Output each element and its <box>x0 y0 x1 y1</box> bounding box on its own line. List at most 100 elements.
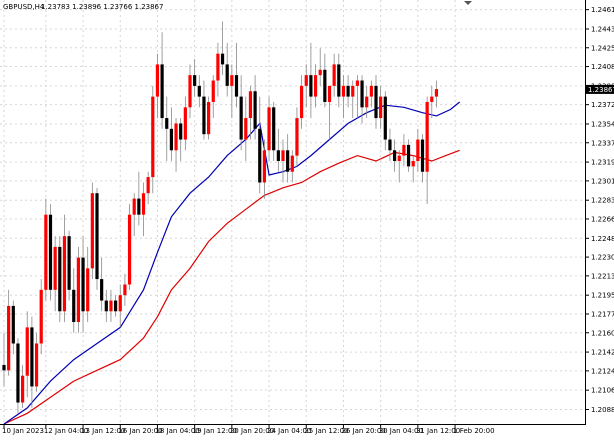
price-tick-label: 1.23370 <box>591 139 614 147</box>
price-tick-label: 1.21420 <box>591 349 614 357</box>
candle <box>16 338 20 414</box>
candle-body <box>109 300 113 312</box>
candle <box>369 80 373 108</box>
candle <box>81 236 85 333</box>
candle-body <box>48 214 53 290</box>
candle <box>327 85 332 140</box>
candle-body <box>234 75 239 97</box>
candle-body <box>434 89 439 97</box>
candle-body <box>179 123 183 140</box>
candle-body <box>313 75 318 97</box>
candle <box>165 96 169 162</box>
candle <box>355 75 359 119</box>
candle <box>383 91 387 151</box>
candle-body <box>327 85 332 102</box>
candle <box>286 134 290 183</box>
price-tick-label: 1.21600 <box>591 329 614 337</box>
current-price-text: 1.23867 <box>588 86 614 94</box>
candle <box>323 53 327 108</box>
candle <box>48 203 53 301</box>
candle <box>174 118 178 172</box>
candle <box>295 107 299 167</box>
candle-body <box>420 139 425 172</box>
candle-body <box>165 118 169 129</box>
candle <box>188 64 192 119</box>
candle <box>62 214 67 323</box>
candle <box>267 96 271 162</box>
candle-body <box>118 295 122 312</box>
price-tick-label: 1.21950 <box>591 292 614 300</box>
candle-body <box>230 75 234 86</box>
candle <box>304 64 308 108</box>
candle <box>434 80 439 108</box>
candle <box>374 75 378 129</box>
time-tick-label: 16 Jan 20:00 <box>118 427 162 435</box>
candle <box>53 236 57 312</box>
candle <box>179 118 183 162</box>
candle-body <box>104 300 108 312</box>
candle-body <box>397 155 401 162</box>
candle-body <box>220 53 225 65</box>
candle-body <box>11 305 15 344</box>
candle <box>72 268 76 333</box>
price-axis: 1.246101.244301.242551.240801.239001.237… <box>585 6 614 414</box>
candle <box>30 316 34 408</box>
candle-body <box>300 85 304 119</box>
candle-body <box>337 64 341 97</box>
candle <box>197 75 201 108</box>
time-tick-label: 10 Jan 2023 <box>2 427 44 435</box>
candle-body <box>127 214 132 285</box>
time-tick-label: 25 Jan 12:00 <box>304 427 348 435</box>
candle-body <box>262 150 266 183</box>
current-price-box <box>586 84 614 94</box>
candle <box>25 311 29 398</box>
candle-body <box>244 118 248 140</box>
candle <box>211 75 215 119</box>
candle-body <box>114 300 118 312</box>
candle <box>388 128 392 162</box>
scroll-marker-icon[interactable] <box>464 1 472 5</box>
candle <box>127 203 132 290</box>
candle <box>397 150 401 183</box>
candle <box>193 59 197 97</box>
candle <box>58 236 62 323</box>
candle <box>346 75 350 108</box>
candle <box>351 80 355 119</box>
candle-body <box>146 177 150 194</box>
candle <box>220 21 225 76</box>
candle-body <box>123 284 127 296</box>
candle-body <box>309 75 313 97</box>
candle-body <box>160 64 164 119</box>
candle <box>309 42 313 119</box>
price-tick-label: 1.24080 <box>591 63 614 71</box>
price-tick-label: 1.24430 <box>591 25 614 33</box>
candle-body <box>253 91 257 129</box>
price-tick-label: 1.21245 <box>591 367 614 375</box>
candle-body <box>406 144 411 167</box>
candle-body <box>388 139 392 151</box>
candle-body <box>137 198 141 215</box>
candle-body <box>67 236 71 290</box>
candle <box>155 53 160 119</box>
time-tick-label: 24 Jan 04:00 <box>267 427 311 435</box>
candle-body <box>402 144 406 156</box>
candle-body <box>346 85 350 97</box>
candle-body <box>81 257 85 312</box>
candle <box>253 75 257 140</box>
candle-body <box>188 75 192 108</box>
candle <box>207 96 211 140</box>
candle-body <box>100 279 104 301</box>
candle-body <box>207 101 211 135</box>
price-tick-label: 1.23015 <box>591 177 614 185</box>
candle <box>123 273 127 306</box>
price-tick-label: 1.23190 <box>591 159 614 167</box>
candle <box>202 80 206 140</box>
candle <box>104 289 108 323</box>
candle-body <box>318 69 322 76</box>
candle-body <box>53 246 57 290</box>
time-tick-label: 1 Feb 20:00 <box>453 427 494 435</box>
candle <box>337 53 341 108</box>
